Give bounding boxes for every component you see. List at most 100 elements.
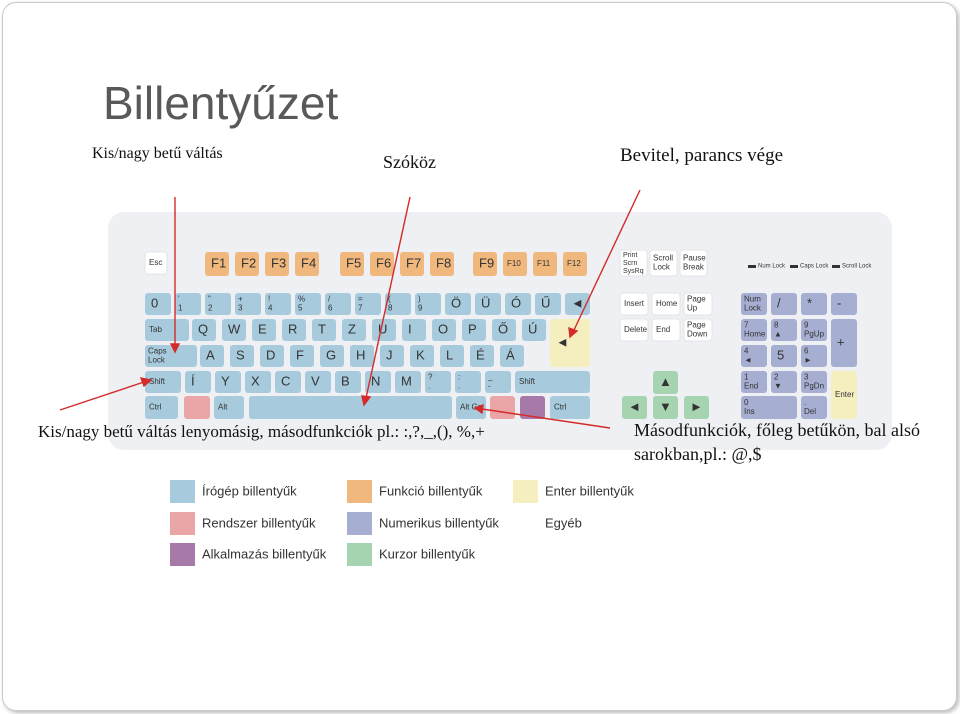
key-label: 1 <box>178 304 183 313</box>
key-label: 9 <box>418 304 423 313</box>
arrow-head <box>361 395 372 407</box>
arrows <box>59 189 641 429</box>
legend-swatch <box>347 543 372 566</box>
key-label: * <box>807 295 812 310</box>
key-label: Ü <box>481 295 490 310</box>
key-label: Ú <box>528 321 537 336</box>
key-label: ) <box>418 295 421 304</box>
key <box>402 319 426 341</box>
indicator-light <box>748 265 756 268</box>
key-label: 9 <box>804 321 809 330</box>
key-label: F4 <box>301 255 316 270</box>
keys: Esc F1 F2 F3 F4 F5 F6 F7 F8 F9 F10 F11 F12PrintScrnS… <box>144 249 872 419</box>
key-label: 4 <box>744 347 749 356</box>
key-label: Delete <box>624 325 648 334</box>
legend-label: Írógép billentyűk <box>202 483 297 498</box>
legend-label: Numerikus billentyűk <box>379 515 499 530</box>
key-label: R <box>288 321 297 336</box>
key <box>380 345 404 367</box>
key-label: Enter <box>835 390 854 399</box>
key <box>455 371 481 393</box>
key <box>619 318 649 342</box>
arrow <box>365 196 411 399</box>
legend-label: Rendszer billentyűk <box>202 515 316 530</box>
key <box>235 252 259 276</box>
key <box>425 371 451 393</box>
key <box>801 319 827 341</box>
key <box>320 345 344 367</box>
legend-label: Alkalmazás billentyűk <box>202 546 327 561</box>
annotation: Kis/nagy betű váltás <box>92 145 223 162</box>
key-label: Print <box>623 252 637 259</box>
key-label: Y <box>221 373 230 388</box>
key-label: M <box>401 373 412 388</box>
key <box>771 371 797 393</box>
key-label: X <box>251 373 260 388</box>
indicator-label: Scroll Lock <box>842 264 872 270</box>
key-label: 7 <box>744 321 749 330</box>
key <box>456 396 486 419</box>
key-label: - <box>488 382 491 391</box>
key <box>282 319 306 341</box>
key-label: + <box>837 334 845 349</box>
key-label: K <box>416 347 425 362</box>
key <box>684 396 709 419</box>
key <box>831 371 857 419</box>
key <box>801 293 827 315</box>
legend-label: Funkció billentyűk <box>379 483 483 498</box>
slide-title: Billentyűzet <box>103 77 339 129</box>
key-label: E <box>258 321 267 336</box>
key-label: . <box>804 398 806 407</box>
legend-swatch <box>347 480 372 503</box>
key <box>520 396 545 419</box>
key <box>185 371 211 393</box>
key <box>622 396 647 419</box>
key <box>350 345 374 367</box>
key <box>145 396 178 419</box>
key-label: G <box>326 347 336 362</box>
key <box>295 252 319 276</box>
key <box>801 371 827 393</box>
key-label: ? <box>428 373 433 382</box>
annotation: Kis/nagy betű váltás lenyomásig, másodfu… <box>38 422 485 441</box>
key-label: 0 <box>744 398 749 407</box>
legend-swatch <box>170 512 195 535</box>
key-label: 4 <box>268 304 273 313</box>
key-label: 5 <box>777 347 784 362</box>
key-label: É <box>476 347 485 362</box>
key <box>415 293 441 315</box>
key-label: + <box>238 295 243 304</box>
key-label: F11 <box>537 259 551 268</box>
key <box>230 345 254 367</box>
key <box>370 252 394 276</box>
key-label: = <box>358 295 363 304</box>
key-label: D <box>266 347 275 362</box>
key <box>235 293 261 315</box>
key <box>741 345 767 367</box>
key-label: ◄ <box>571 295 584 310</box>
key-label: Í <box>191 373 195 388</box>
key-label: PgDn <box>804 382 824 391</box>
key <box>145 371 181 393</box>
key-label: F1 <box>211 255 226 270</box>
legend-swatch <box>170 480 195 503</box>
legend-label: Egyéb <box>545 515 582 530</box>
key-label: " <box>208 295 211 304</box>
key-label: . <box>458 382 460 391</box>
key <box>215 371 241 393</box>
key-label: Shift <box>519 377 536 386</box>
key-label: F2 <box>241 255 256 270</box>
key <box>653 371 678 394</box>
indicator-label: Caps Lock <box>800 264 829 270</box>
key <box>400 252 424 276</box>
key-label: ► <box>690 399 703 414</box>
key-label: F3 <box>271 255 286 270</box>
key <box>831 319 857 367</box>
key <box>683 292 713 316</box>
key <box>205 293 231 315</box>
key <box>619 249 648 277</box>
key <box>500 345 524 367</box>
key-label: Esc <box>149 258 162 267</box>
key <box>771 345 797 367</box>
